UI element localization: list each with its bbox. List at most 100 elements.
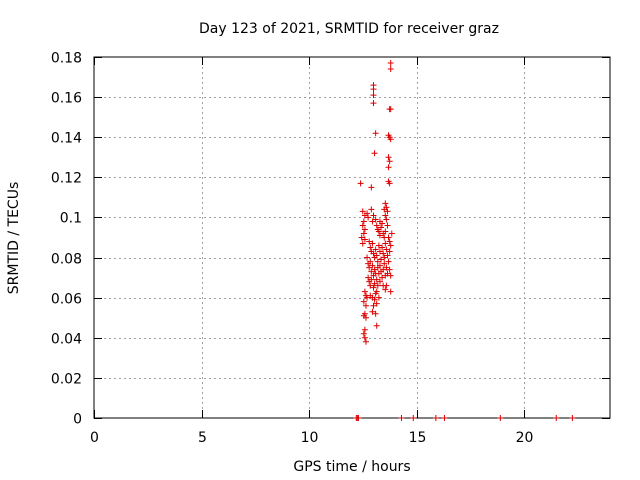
data-point bbox=[382, 286, 389, 293]
data-point bbox=[385, 154, 392, 161]
x-tick-label: 0 bbox=[90, 430, 99, 446]
x-tick-label: 20 bbox=[516, 430, 534, 446]
data-point bbox=[370, 92, 377, 99]
data-point bbox=[366, 264, 373, 271]
data-point bbox=[369, 262, 376, 269]
data-point bbox=[381, 254, 388, 261]
data-point bbox=[386, 158, 393, 165]
data-point bbox=[361, 288, 368, 295]
data-point bbox=[378, 256, 385, 263]
data-point bbox=[364, 210, 371, 217]
data-point bbox=[373, 322, 380, 329]
data-point bbox=[382, 240, 389, 247]
data-point bbox=[371, 150, 378, 157]
data-point bbox=[372, 216, 379, 223]
data-point bbox=[386, 248, 393, 255]
y-tick-labels: 0 0.02 0.04 0.06 0.08 0.1 0.12 0.14 0.16 0.18 bbox=[51, 51, 82, 428]
data-point bbox=[373, 222, 380, 229]
data-points bbox=[353, 60, 576, 421]
data-point bbox=[376, 248, 383, 255]
data-point bbox=[432, 415, 439, 421]
data-point bbox=[367, 282, 374, 289]
y-tick-label: 0.18 bbox=[51, 51, 82, 67]
data-point bbox=[368, 276, 375, 283]
data-point bbox=[410, 415, 417, 421]
data-point bbox=[381, 206, 388, 213]
data-point bbox=[369, 218, 376, 225]
y-tick-label: 0 bbox=[73, 412, 82, 428]
data-point bbox=[384, 208, 391, 215]
data-point bbox=[387, 272, 394, 279]
data-point bbox=[387, 66, 394, 73]
data-point bbox=[367, 258, 374, 265]
data-point bbox=[398, 415, 405, 421]
data-point bbox=[365, 274, 372, 281]
data-point bbox=[383, 282, 390, 289]
data-point bbox=[372, 290, 379, 297]
data-point bbox=[361, 326, 368, 333]
data-point bbox=[373, 252, 380, 259]
data-point bbox=[371, 266, 378, 273]
data-point bbox=[569, 415, 576, 421]
x-tick-label: 5 bbox=[198, 430, 207, 446]
y-tick-label: 0.02 bbox=[51, 372, 82, 388]
data-point bbox=[388, 230, 395, 237]
data-point bbox=[361, 236, 368, 243]
data-point bbox=[441, 415, 448, 421]
data-point bbox=[373, 276, 380, 283]
data-point bbox=[379, 220, 386, 227]
data-point bbox=[370, 86, 377, 93]
data-point bbox=[362, 338, 369, 345]
data-point bbox=[360, 298, 367, 305]
data-point bbox=[553, 415, 560, 421]
y-tick-label: 0.04 bbox=[51, 332, 82, 348]
data-point bbox=[384, 270, 391, 277]
data-point bbox=[382, 228, 389, 235]
data-point bbox=[383, 216, 390, 223]
data-point bbox=[372, 130, 379, 137]
axis-ticks bbox=[94, 57, 610, 419]
data-point bbox=[374, 258, 381, 265]
data-point bbox=[357, 180, 364, 187]
data-point bbox=[387, 60, 394, 67]
data-point bbox=[380, 266, 387, 273]
data-point bbox=[379, 244, 386, 251]
data-point bbox=[387, 288, 394, 295]
y-tick-label: 0.1 bbox=[60, 211, 82, 227]
data-point bbox=[364, 294, 371, 301]
data-point bbox=[376, 278, 383, 285]
x-tick-label: 10 bbox=[301, 430, 319, 446]
data-point bbox=[355, 415, 362, 421]
grid-lines bbox=[94, 57, 610, 418]
data-point bbox=[361, 334, 368, 341]
data-point bbox=[368, 268, 375, 275]
data-point bbox=[381, 260, 388, 267]
data-point bbox=[375, 294, 382, 301]
data-point bbox=[360, 230, 367, 237]
data-point bbox=[379, 274, 386, 281]
data-point bbox=[376, 262, 383, 269]
data-point bbox=[359, 208, 366, 215]
data-point bbox=[369, 308, 376, 315]
y-tick-label: 0.08 bbox=[51, 252, 82, 268]
data-point bbox=[385, 258, 392, 265]
data-point bbox=[373, 300, 380, 307]
y-axis-label: SRMTID / TECUs bbox=[6, 182, 22, 295]
data-point bbox=[369, 240, 376, 247]
x-tick-labels: 0 5 10 15 20 bbox=[90, 430, 533, 446]
data-point bbox=[375, 228, 382, 235]
y-tick-label: 0.16 bbox=[51, 91, 82, 107]
data-point bbox=[361, 226, 368, 233]
y-tick-label: 0.06 bbox=[51, 292, 82, 308]
data-point bbox=[370, 302, 377, 309]
data-point bbox=[359, 222, 366, 229]
data-point bbox=[382, 200, 389, 207]
data-point bbox=[370, 212, 377, 219]
data-point bbox=[376, 232, 383, 239]
data-point bbox=[384, 222, 391, 229]
data-point bbox=[371, 280, 378, 287]
data-point bbox=[366, 238, 373, 245]
data-point bbox=[497, 415, 504, 421]
data-point bbox=[387, 242, 394, 249]
